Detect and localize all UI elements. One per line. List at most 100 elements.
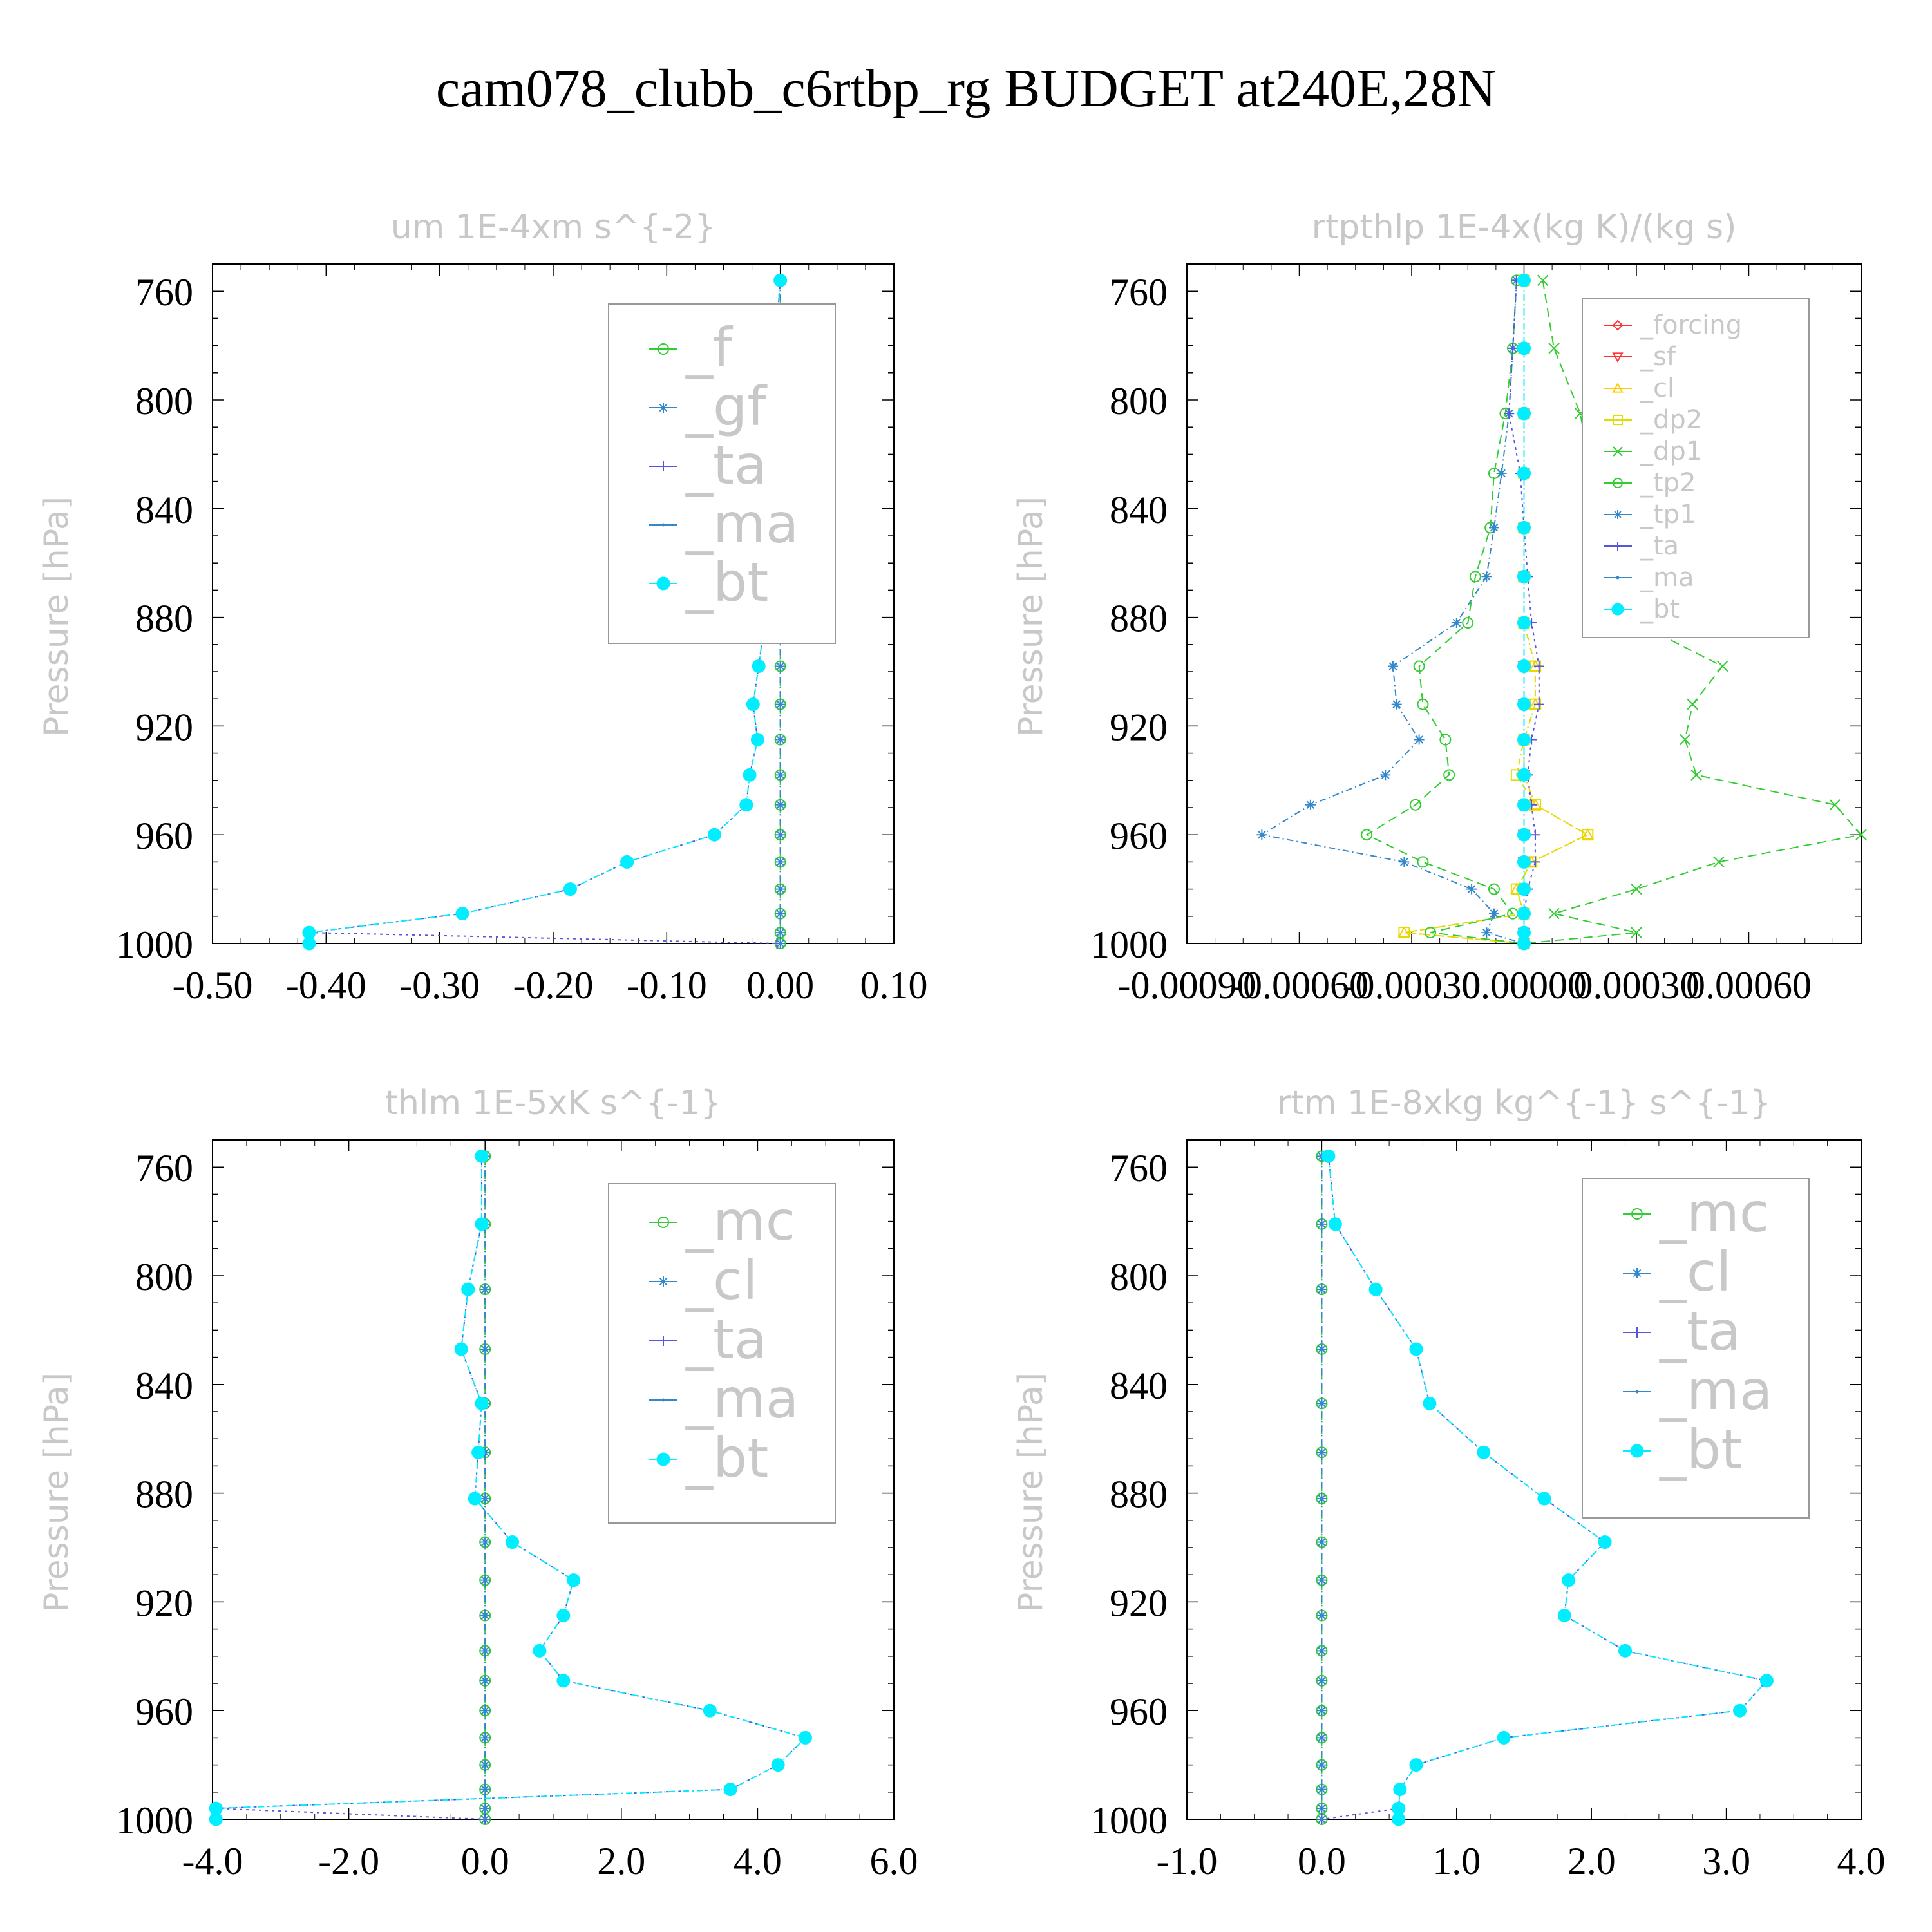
data-point-tp1	[1256, 829, 1267, 840]
data-point-bt	[1423, 1396, 1437, 1410]
x-tick-label: -0.00090	[1118, 964, 1256, 1007]
legend-marker	[658, 1276, 668, 1287]
data-point-tp1	[1387, 661, 1398, 672]
data-point-ma	[483, 1679, 487, 1683]
legend-label: _mc	[1659, 1181, 1769, 1244]
data-point-tp2	[1361, 829, 1373, 841]
data-point-ma	[779, 738, 782, 741]
legend-label: _ta	[685, 1308, 767, 1371]
legend-box	[1582, 298, 1810, 638]
y-axis-label: Pressure [hPa]	[37, 1372, 76, 1613]
legend-label: _forcing	[1640, 310, 1742, 340]
legend-marker	[1613, 446, 1623, 457]
data-point-bt	[707, 828, 721, 842]
data-point-ma	[483, 1497, 487, 1501]
legend: _mc_cl_ta_ma_bt	[608, 1183, 836, 1524]
x-tick-label: -0.40	[286, 964, 366, 1007]
data-point-ma	[1320, 1222, 1323, 1226]
legend: _mc_cl_ta_ma_bt	[1582, 1178, 1810, 1519]
data-point-tp1	[1466, 884, 1477, 895]
x-tick-label: 0.00	[746, 964, 814, 1007]
legend-marker	[1613, 415, 1623, 425]
data-point-bt	[1537, 1492, 1551, 1506]
data-point-ma	[779, 912, 782, 916]
x-tick-label: 4.0	[1837, 1840, 1886, 1882]
data-point-ma	[1320, 1540, 1323, 1544]
data-point-bt	[1393, 1783, 1407, 1797]
data-point-ma	[483, 1614, 487, 1617]
data-point-ma	[483, 1347, 487, 1351]
legend-label: _f	[685, 316, 734, 379]
legend-label: _tp1	[1640, 500, 1696, 529]
data-point-bt	[1517, 659, 1531, 674]
data-point-ta	[1530, 857, 1540, 867]
data-point-tp1	[1414, 734, 1425, 745]
legend-label: _cl	[1659, 1240, 1732, 1303]
y-tick-label: 880	[1110, 1473, 1168, 1516]
data-point-bt	[1517, 733, 1531, 746]
panel-title: thlm 1E-5xK s^{-1}	[385, 1084, 722, 1122]
legend-label: _bt	[1659, 1418, 1742, 1481]
x-tick-label: -0.20	[513, 964, 594, 1007]
y-tick-label: 920	[135, 1582, 193, 1624]
y-tick-label: 960	[1110, 1690, 1168, 1733]
data-point-ma	[779, 942, 782, 945]
data-point-tp2	[1425, 927, 1437, 939]
y-tick-label: 960	[135, 815, 193, 857]
legend-label: _mc	[685, 1189, 795, 1253]
data-point-bt	[1517, 907, 1531, 921]
data-point-bt	[302, 936, 316, 951]
panel-title: rtpthlp 1E-4x(kg K)/(kg s)	[1312, 208, 1737, 247]
legend-marker	[1613, 478, 1623, 488]
x-tick-label: 2.0	[597, 1840, 645, 1882]
data-point-ma	[483, 1763, 487, 1767]
page-title: cam078_clubb_c6rtbp_rg BUDGET at240E,28N	[436, 59, 1496, 118]
y-tick-label: 920	[135, 706, 193, 748]
data-point-tp1	[1380, 770, 1391, 781]
data-point-bt	[1321, 1149, 1336, 1163]
data-point-tp1	[1391, 699, 1402, 710]
data-point-tp1	[1451, 618, 1462, 629]
y-tick-label: 1000	[116, 1799, 193, 1842]
data-point-ma	[1320, 1578, 1323, 1582]
y-tick-label: 760	[135, 271, 193, 314]
data-point-dp1	[1548, 907, 1560, 920]
legend-marker	[1632, 1268, 1642, 1278]
data-point-bt	[567, 1573, 581, 1587]
data-point-bt	[209, 1812, 223, 1826]
legend-marker	[658, 402, 668, 413]
data-point-ma	[483, 1578, 487, 1582]
x-tick-label: 2.0	[1567, 1840, 1616, 1882]
data-point-tp2	[1417, 856, 1429, 868]
legend-marker	[1632, 1327, 1642, 1338]
legend-label: _cl	[685, 1249, 758, 1312]
data-point-bt	[455, 907, 469, 921]
legend-marker	[1612, 319, 1624, 331]
y-tick-label: 840	[1110, 1365, 1168, 1407]
chart-panel-3: thlm 1E-5xK s^{-1} Pressure [hPa] 760 800 84…	[37, 1084, 918, 1882]
legend-label: _tp2	[1640, 468, 1696, 498]
legend-marker	[658, 343, 669, 355]
data-point-ma	[483, 1817, 487, 1821]
data-point-bt	[1517, 616, 1531, 630]
y-tick-label: 800	[1110, 380, 1168, 422]
data-point-bt	[1517, 697, 1531, 712]
data-point-bt	[1517, 569, 1531, 583]
data-point-ma	[779, 860, 782, 864]
data-point-bt	[533, 1643, 547, 1658]
data-point-ma	[1320, 1497, 1323, 1501]
data-point-bt	[475, 1217, 489, 1231]
panel-title: um 1E-4xm s^{-2}	[391, 208, 716, 247]
data-point-tp2	[1469, 571, 1481, 583]
data-point-bt	[454, 1342, 468, 1356]
legend-label: _sf	[1640, 342, 1676, 372]
x-tick-label: -0.10	[627, 964, 707, 1007]
data-point-ta	[1533, 699, 1544, 710]
data-point-ma	[779, 931, 782, 934]
data-point-ma	[779, 803, 782, 807]
data-point-tp1	[1399, 857, 1410, 867]
data-point-bt	[1517, 798, 1531, 812]
data-point-ma	[1320, 1709, 1323, 1712]
data-point-bt	[1517, 520, 1531, 535]
